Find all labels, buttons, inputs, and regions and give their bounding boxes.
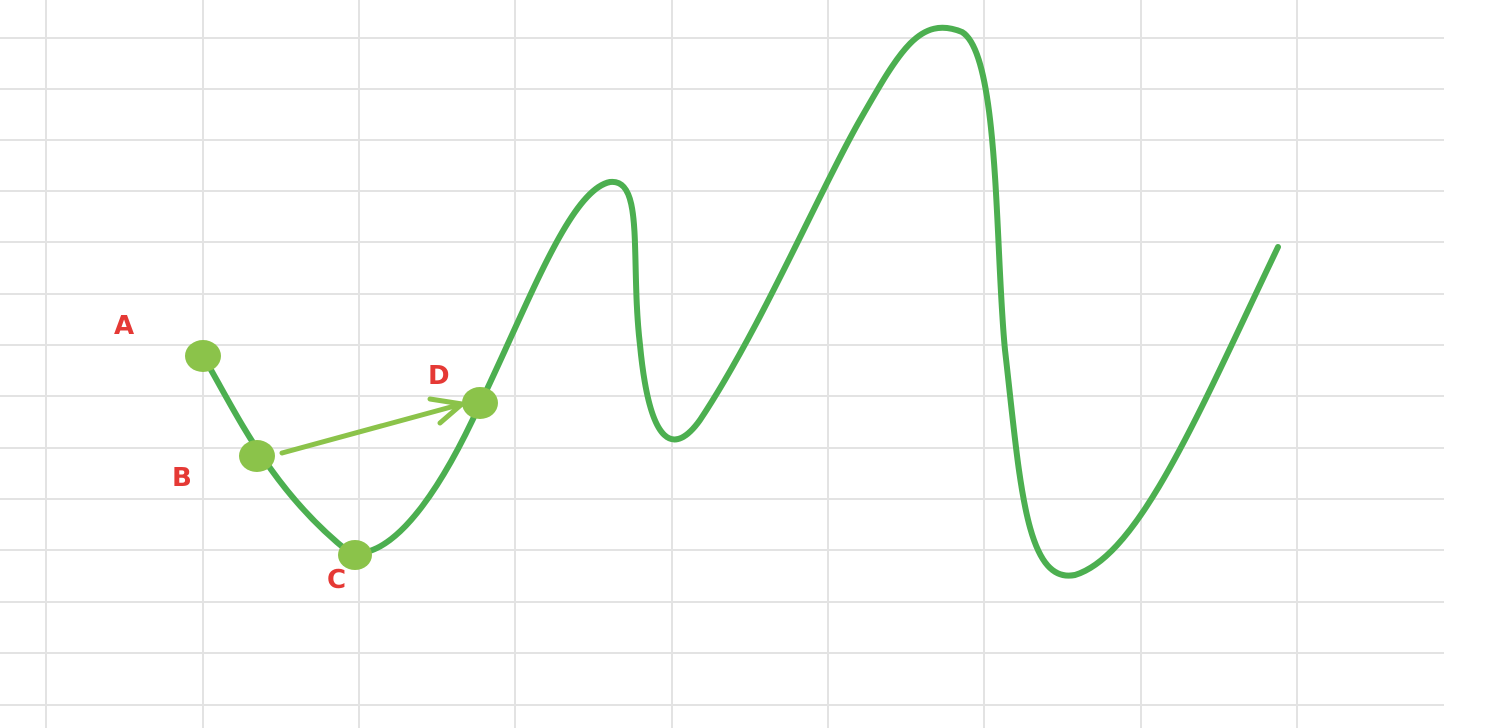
point-b [239,440,275,472]
point-c [338,540,372,570]
grid [0,0,1444,728]
point-a [185,340,221,372]
wave-curve [200,24,1281,579]
point-d [462,387,498,419]
arrow-b-to-d [279,396,465,456]
label-a: A [114,311,134,341]
points [185,340,498,570]
arrow-shaft [279,401,465,456]
label-d: D [428,361,450,391]
label-c: C [327,565,346,595]
arrow-head [427,396,465,426]
point-labels: A B C D [114,311,450,595]
label-b: B [172,463,192,493]
